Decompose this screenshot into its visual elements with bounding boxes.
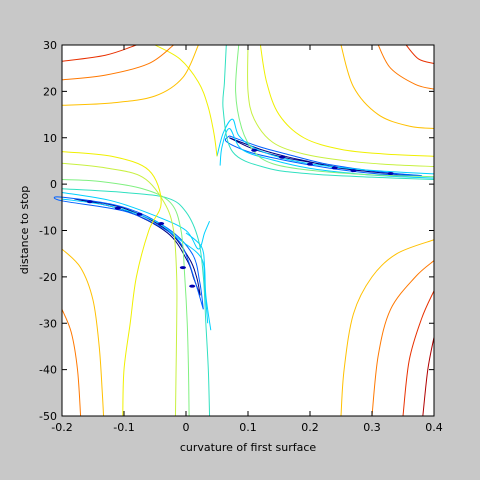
contour-level-2-segment-0 (224, 135, 423, 177)
contour-level-10-segment-0 (61, 44, 137, 62)
contour-level-5-segment-1 (61, 178, 190, 417)
contour-marker-0 (251, 148, 258, 152)
x-axis: -0.2 -0.1 0 0.1 0.2 0.3 0.4 (51, 45, 443, 434)
x-axis-label: curvature of first surface (180, 441, 317, 454)
y-tick-label-4: -10 (39, 225, 57, 238)
contour-level-8-segment-0 (61, 44, 199, 106)
contour-level-8-segment-2 (61, 248, 105, 417)
x-tick-label-2: 0 (183, 421, 190, 434)
contour-level-5-segment-0 (235, 44, 435, 178)
contour-level-3-segment-2 (61, 198, 209, 324)
y-tick-label-1: -40 (39, 364, 57, 377)
contour-level-3-segment-1 (216, 118, 435, 175)
contour-level-6-segment-0 (247, 44, 435, 167)
contour-level-4-segment-0 (222, 44, 435, 180)
contour-level-8-segment-3 (340, 239, 435, 417)
x-tick-label-0: -0.2 (51, 421, 72, 434)
contour-level-8-segment-1 (340, 44, 435, 129)
y-tick-label-2: -30 (39, 317, 57, 330)
contour-marker-8 (136, 212, 143, 216)
y-tick-label-8: 30 (43, 39, 57, 52)
y-tick-label-0: -50 (39, 410, 57, 423)
y-tick-label-3: -20 (39, 271, 57, 284)
y-tick-label-5: 0 (50, 178, 57, 191)
contour-marker-2 (307, 162, 313, 166)
contour-level-7-segment-1 (259, 44, 435, 157)
y-tick-label-6: 10 (43, 132, 57, 145)
contour-level-3-segment-4 (185, 232, 212, 331)
x-tick-label-5: 0.3 (363, 421, 381, 434)
contour-marker-7 (114, 206, 121, 210)
plot-area (62, 45, 434, 416)
contour-level-6-segment-1 (61, 162, 178, 417)
x-tick-label-4: 0.2 (301, 421, 319, 434)
contour-marker-6 (86, 200, 93, 204)
x-tick-label-3: 0.1 (239, 421, 257, 434)
contour-marker-5 (387, 171, 394, 175)
contour-level-7-segment-2 (61, 151, 162, 417)
contour-level-4-segment-1 (61, 188, 211, 417)
y-axis: -50 -40 -30 -20 -10 0 10 20 30 (39, 39, 434, 423)
x-tick-label-1: -0.1 (113, 421, 134, 434)
contour-level-7-segment-0 (154, 44, 218, 157)
contour-markers (86, 148, 394, 288)
y-tick-label-7: 20 (43, 85, 57, 98)
contour-level-3-segment-3 (61, 191, 211, 250)
contour-lines (53, 44, 435, 417)
contour-marker-9 (158, 222, 165, 226)
contour-marker-4 (350, 169, 357, 173)
contour-level-9-segment-0 (61, 44, 174, 81)
contour-level-9-segment-1 (377, 44, 435, 90)
contour-marker-1 (279, 155, 286, 159)
contour-marker-3 (331, 166, 338, 170)
contour-marker-10 (179, 266, 186, 270)
contour-marker-11 (189, 284, 196, 288)
contour-level-9-segment-3 (371, 260, 435, 417)
contour-level-11-segment-0 (422, 337, 435, 417)
contour-level-10-segment-2 (402, 290, 435, 417)
y-axis-label: distance to stop (18, 186, 31, 274)
x-tick-label-6: 0.4 (425, 421, 443, 434)
contour-level-10-segment-1 (405, 44, 435, 65)
contour-level-9-segment-2 (61, 309, 82, 417)
